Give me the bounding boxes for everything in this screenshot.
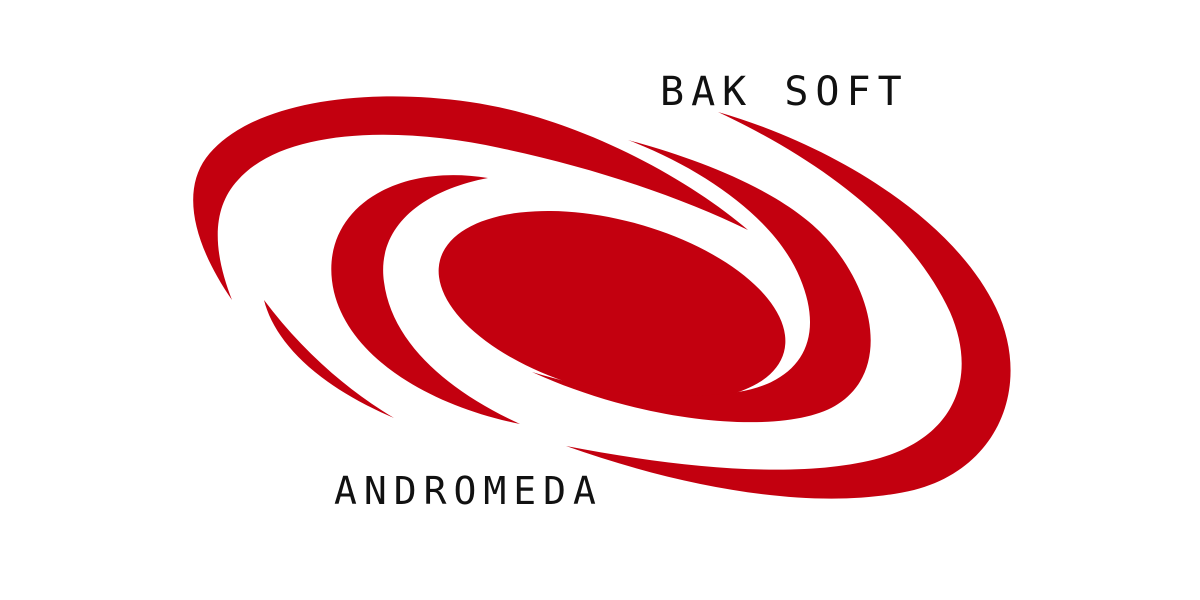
inner-left-arm xyxy=(331,175,520,424)
galaxy-core xyxy=(438,211,786,401)
product-name: ANDROMEDA xyxy=(334,469,603,513)
outer-top-arm xyxy=(193,96,748,301)
inner-lower-arm xyxy=(532,140,871,423)
outer-right-arm xyxy=(566,112,1011,499)
company-name: BAK SOFT xyxy=(660,69,909,115)
